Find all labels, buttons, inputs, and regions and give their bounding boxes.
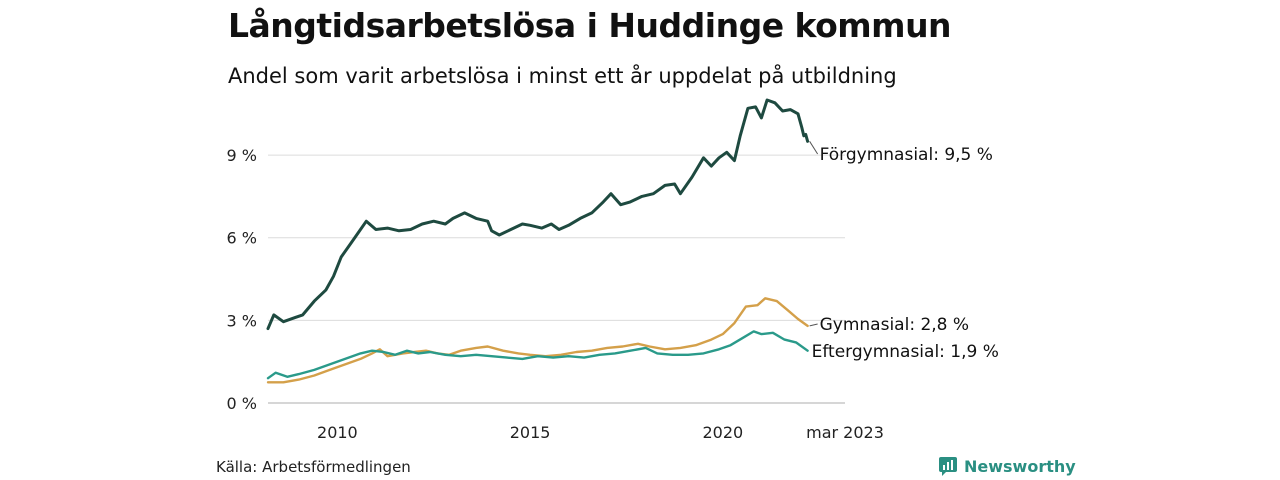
brand-name: Newsworthy xyxy=(964,456,1076,476)
series-end-label: Förgymnasial: 9,5 % xyxy=(820,145,993,165)
series-end-label: Gymnasial: 2,8 % xyxy=(820,315,969,335)
x-tick-label: 2015 xyxy=(510,423,551,442)
newsworthy-logo-icon xyxy=(939,457,957,476)
x-tick-label: mar 2023 xyxy=(806,423,884,442)
brand-logo: Newsworthy xyxy=(938,456,1076,476)
series-line-förgymnasial xyxy=(266,98,810,331)
x-tick-label: 2020 xyxy=(702,423,743,442)
source-note: Källa: Arbetsförmedlingen xyxy=(216,458,411,476)
chart-subtitle: Andel som varit arbetslösa i minst ett å… xyxy=(228,64,897,88)
y-tick-label: 3 % xyxy=(227,311,257,330)
series-line-gymnasial xyxy=(266,297,809,384)
series-end-label: Eftergymnasial: 1,9 % xyxy=(812,342,999,362)
y-tick-label: 9 % xyxy=(227,146,257,165)
series-end-connector xyxy=(809,141,819,155)
series-end-connector xyxy=(809,323,818,327)
y-tick-label: 6 % xyxy=(227,229,257,248)
y-tick-label: 0 % xyxy=(227,394,257,413)
x-tick-label: 2010 xyxy=(317,423,358,442)
series-line-eftergymnasial xyxy=(266,330,809,380)
chart-title: Långtidsarbetslösa i Huddinge kommun xyxy=(228,6,952,45)
